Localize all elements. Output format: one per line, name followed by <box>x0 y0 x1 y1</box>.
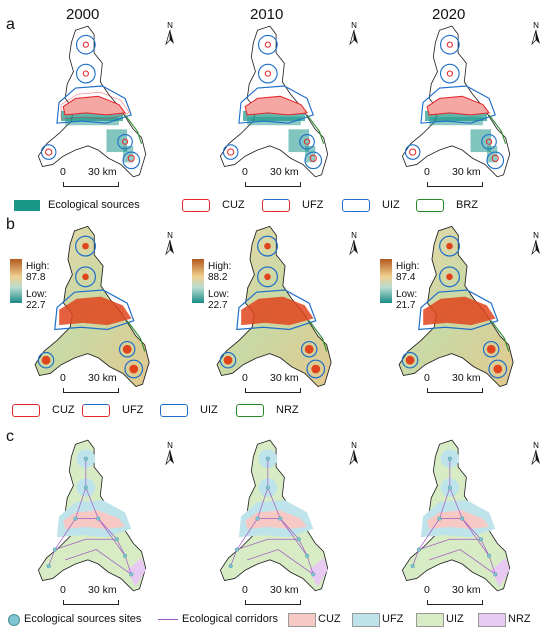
ramp-low: Low: 22.7 <box>208 289 230 311</box>
scale-zero: 0 <box>242 166 248 178</box>
scale-distance: 30 km <box>452 584 481 596</box>
cuz-layer <box>409 41 499 162</box>
scale-distance: 30 km <box>452 166 481 178</box>
brz-layer <box>488 114 507 144</box>
legend-nrz-label: NRZ <box>276 404 299 416</box>
uiz-layer <box>222 34 323 170</box>
panel-a-label: a <box>6 16 15 33</box>
scale-distance: 30 km <box>88 372 117 384</box>
north-arrow-icon: N <box>531 231 540 256</box>
north-arrow-icon: N <box>531 441 540 466</box>
north-arrow-icon: N <box>349 231 358 256</box>
scale-bar: 0 30 km <box>424 584 504 608</box>
north-arrow-icon: N <box>349 441 358 466</box>
scale-bar: 0 30 km <box>242 166 322 190</box>
scale-zero: 0 <box>424 372 430 384</box>
corridors-label: Ecological corridors <box>182 613 278 625</box>
map-a-2020 <box>401 25 511 178</box>
source-site-icon <box>8 614 20 626</box>
ramp-high: High: 87.4 <box>396 261 420 283</box>
north-arrow-icon: N <box>349 21 358 46</box>
legend-ufz-label: UFZ <box>122 404 144 416</box>
svg-text:N: N <box>167 21 173 30</box>
svg-text:N: N <box>167 231 173 240</box>
ramp-low: Low: 21.7 <box>396 289 418 311</box>
scale-distance: 30 km <box>270 584 299 596</box>
ramp-gradient <box>192 259 204 303</box>
map-c-2020 <box>401 439 511 592</box>
svg-text:N: N <box>533 21 539 30</box>
legend-uiz-label: UIZ <box>200 404 218 416</box>
scale-bar: 0 30 km <box>424 166 504 190</box>
map-a-2010 <box>219 25 329 178</box>
north-arrow-icon: N <box>165 441 174 466</box>
cuz-layer <box>45 41 135 162</box>
ufz-layer <box>60 91 130 120</box>
legend-nrz-label: NRZ <box>508 613 531 625</box>
north-arrow-icon: N <box>165 231 174 256</box>
corridor-line-icon <box>158 619 178 620</box>
svg-text:N: N <box>533 441 539 450</box>
scale-distance: 30 km <box>270 372 299 384</box>
svg-text:N: N <box>167 441 173 450</box>
scale-distance: 30 km <box>452 372 481 384</box>
scale-zero: 0 <box>424 166 430 178</box>
scale-distance: 30 km <box>88 584 117 596</box>
legend-ufz-label: UFZ <box>302 199 324 211</box>
scale-bar: 0 30 km <box>60 584 140 608</box>
scale-distance: 30 km <box>88 166 117 178</box>
scale-bar: 0 30 km <box>60 166 140 190</box>
legend-brz-label: BRZ <box>456 199 478 211</box>
map-b-2010 <box>216 225 332 388</box>
panel-b-label: b <box>6 216 15 233</box>
ecological-sources-swatch <box>14 200 40 211</box>
svg-text:N: N <box>351 21 357 30</box>
uiz-layer <box>40 34 141 170</box>
map-c-2010 <box>219 439 329 592</box>
scale-zero: 0 <box>60 584 66 596</box>
scale-zero: 0 <box>242 584 248 596</box>
svg-text:N: N <box>351 231 357 240</box>
scale-bar: 0 30 km <box>242 584 322 608</box>
brz-layer <box>124 114 143 144</box>
legend-cuz-label: CUZ <box>318 613 341 625</box>
legend-ufz-label: UFZ <box>382 613 404 625</box>
north-arrow-icon: N <box>165 21 174 46</box>
year-heading-2000: 2000 <box>66 6 100 23</box>
legend-uiz-label: UIZ <box>446 613 464 625</box>
svg-text:N: N <box>533 231 539 240</box>
panel-c-label: c <box>6 428 14 445</box>
ramp-high: High: 87.8 <box>26 261 50 283</box>
ecological-sources-label: Ecological sources <box>48 199 140 211</box>
brz-layer <box>306 114 325 144</box>
legend-cuz-label: CUZ <box>52 404 75 416</box>
scale-zero: 0 <box>60 372 66 384</box>
scale-distance: 30 km <box>270 166 299 178</box>
scale-zero: 0 <box>424 584 430 596</box>
scale-bar: 0 30 km <box>242 372 322 396</box>
ramp-high: High: 88.2 <box>208 261 232 283</box>
legend-uiz-label: UIZ <box>382 199 400 211</box>
scale-bar: 0 30 km <box>424 372 504 396</box>
map-c-2000 <box>37 439 147 592</box>
sources-sites-label: Ecological sources sites <box>24 613 142 625</box>
map-b-2020 <box>398 225 514 388</box>
scale-bar: 0 30 km <box>60 372 140 396</box>
svg-text:N: N <box>351 441 357 450</box>
ramp-gradient <box>380 259 392 303</box>
ramp-gradient <box>10 259 22 303</box>
legend-cuz-label: CUZ <box>222 199 245 211</box>
uiz-layer <box>404 34 505 170</box>
scale-zero: 0 <box>60 166 66 178</box>
year-heading-2010: 2010 <box>250 6 284 23</box>
scale-zero: 0 <box>242 372 248 384</box>
map-b-2000 <box>34 225 150 388</box>
map-a-2000 <box>37 25 147 178</box>
year-heading-2020: 2020 <box>432 6 466 23</box>
cuz-layer <box>227 41 317 162</box>
north-arrow-icon: N <box>531 21 540 46</box>
ramp-low: Low: 22.7 <box>26 289 48 311</box>
